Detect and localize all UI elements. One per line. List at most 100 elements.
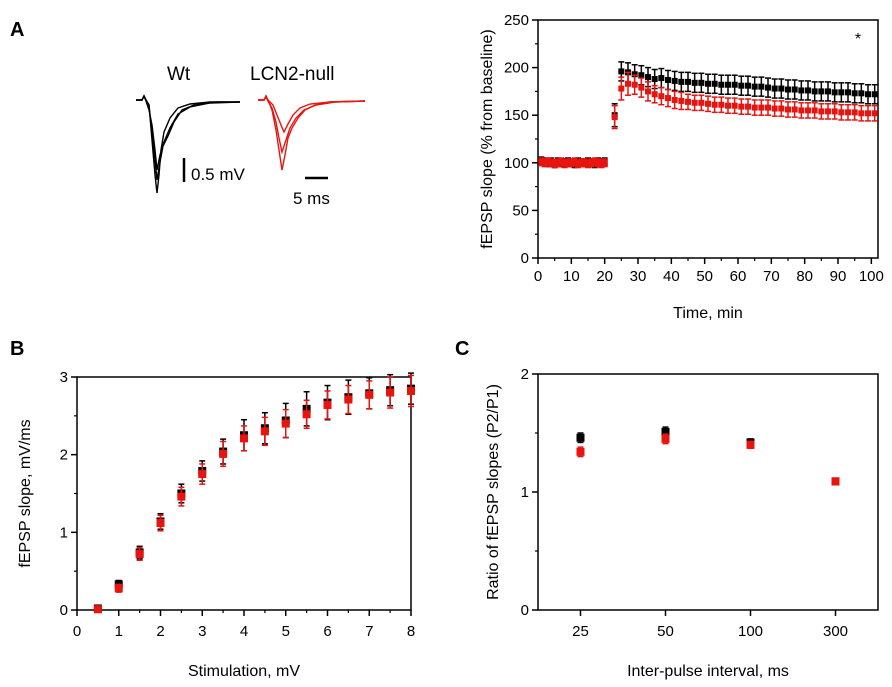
data-point [765,84,771,91]
data-point [135,550,144,559]
data-point [731,81,738,88]
x-tick-label: 60 [730,268,747,285]
paired-pulse-chart: 0 1 2 Ratio of fEPSP slopes (P2/P1) Inter-pu… [485,366,879,680]
data-point [825,88,831,95]
panel-letter-b: B [10,338,24,360]
data-point [665,76,671,83]
data-point [758,104,765,111]
data-point [745,82,751,89]
significance-annotation: * [855,31,861,48]
x-tick-label: 100 [859,268,884,285]
y-tick-label: 0 [60,602,68,619]
data-point [156,519,165,528]
null-trace [258,94,366,171]
data-point [618,68,625,75]
y-tick-label: 50 [512,202,529,219]
x-tick-label: 1 [115,623,123,640]
y-tick-label: 250 [504,12,529,29]
data-point [858,90,865,97]
data-point [791,106,798,113]
x-tick-label: 70 [763,268,780,285]
data-point [658,93,665,100]
data-point [671,96,678,103]
data-point [631,71,638,78]
data-point [555,159,561,166]
data-point [798,107,805,114]
data-point [678,78,685,85]
data-point [865,110,871,117]
panel-letter-a: A [10,19,24,41]
x-tick-label: 20 [596,268,613,285]
data-point [738,82,745,89]
y-tick-label: 3 [60,369,68,386]
y-axis-title: fEPSP slope (% from baseline) [479,29,496,248]
y-tick-label: 0 [521,250,529,267]
data-point [858,110,865,117]
data-point [778,105,785,112]
data-point [323,400,332,409]
data-point [114,584,123,593]
data-point [601,159,608,166]
x-tick-label: 0 [73,623,81,640]
data-point [575,160,581,167]
y-tick-label: 1 [60,524,68,541]
x-axis-title: Inter-pulse interval, ms [627,663,789,680]
data-point [778,85,785,92]
x-tick-label: 40 [663,268,680,285]
data-point [865,91,871,98]
data-point [545,158,551,165]
x-tick-label: 100 [738,623,763,640]
example-traces: Wt LCN2-null 0.5 mV 5 ms [136,64,366,208]
data-point [805,107,811,114]
data-point [691,79,698,86]
data-point [198,470,207,479]
data-point [711,80,718,87]
data-point [791,86,798,93]
data-point [651,91,658,98]
data-point [871,91,878,98]
y-tick-label: 2 [521,366,529,383]
data-point [365,390,374,399]
data-point [645,74,651,81]
data-point [725,102,731,109]
plot-frame [76,376,412,611]
x-tick-label: 90 [830,268,847,285]
data-point [751,104,758,111]
data-point [558,158,565,165]
data-point [785,86,791,93]
data-point [845,109,851,116]
data-point [595,159,601,166]
data-point [746,440,755,449]
x-tick-label: 300 [823,623,848,640]
data-point [818,88,825,95]
data-point [685,98,691,105]
data-point [685,78,691,85]
data-point [745,103,751,110]
data-point [631,81,638,88]
data-point [344,395,353,404]
data-point [731,102,738,109]
x-tick-label: 25 [572,623,589,640]
data-point [671,77,678,84]
data-point [618,85,625,92]
data-point [838,89,845,96]
plot-frame [537,373,879,611]
data-point [541,159,548,166]
x-tick-label: 10 [563,268,580,285]
data-point [571,158,578,165]
panel-letter-c: C [455,338,469,360]
data-point [588,159,595,166]
data-point [565,159,571,166]
data-point [658,75,665,82]
x-tick-label: 80 [796,268,813,285]
data-point [771,105,778,112]
data-point [705,100,711,107]
data-point [851,90,858,97]
data-point [407,386,415,395]
data-point [718,81,725,88]
time-scale-label: 5 ms [293,189,330,208]
data-point [765,104,771,111]
data-point [758,83,765,90]
data-point [705,80,711,87]
